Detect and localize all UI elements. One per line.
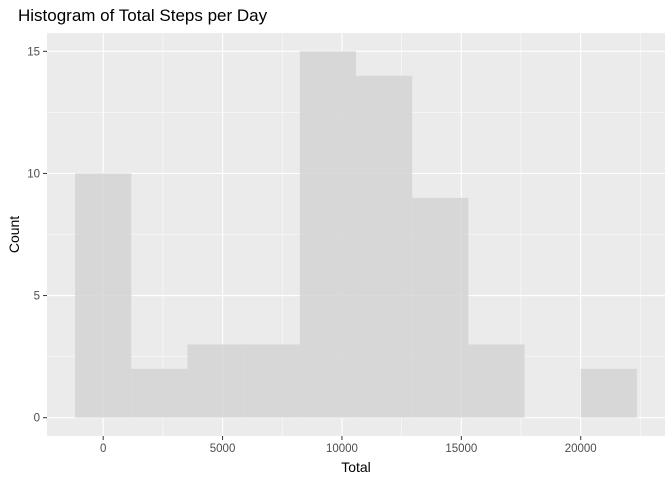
histogram-bar <box>468 344 525 418</box>
histogram-bar <box>412 197 469 418</box>
chart-title: Histogram of Total Steps per Day <box>18 6 268 25</box>
y-tick-label: 15 <box>27 46 40 58</box>
x-tick-label: 0 <box>100 443 106 455</box>
histogram-bar <box>75 173 132 418</box>
histogram-bar <box>580 368 637 418</box>
x-tick-label: 10000 <box>326 443 358 455</box>
x-tick-label: 5000 <box>210 443 236 455</box>
x-tick-label: 15000 <box>445 443 477 455</box>
histogram-bar <box>131 368 188 418</box>
x-axis-title: Total <box>341 459 371 475</box>
histogram-bar <box>356 75 413 418</box>
y-tick-label: 5 <box>34 291 40 303</box>
y-axis-title: Count <box>6 216 22 253</box>
histogram-bar <box>299 51 357 418</box>
histogram-bar <box>187 344 244 418</box>
x-tick-label: 20000 <box>565 443 597 455</box>
y-tick-label: 10 <box>27 168 40 180</box>
histogram-bar <box>243 344 300 418</box>
y-tick-label: 0 <box>34 413 40 425</box>
